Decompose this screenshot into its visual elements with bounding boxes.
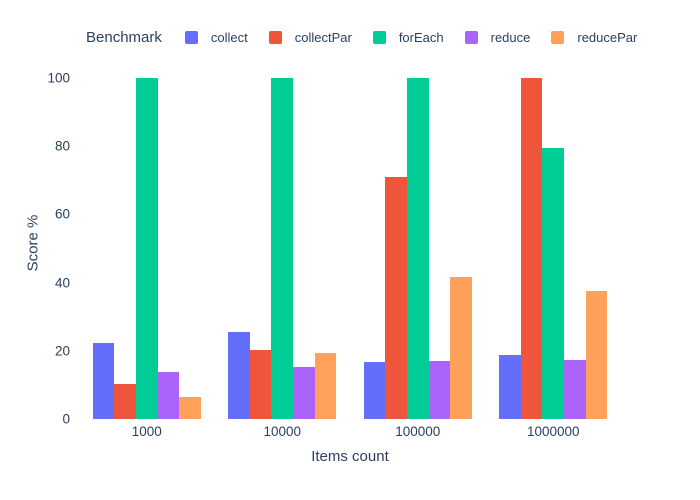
bar-collectPar-1000 xyxy=(114,383,136,419)
legend-swatch-icon xyxy=(372,31,386,44)
legend-swatch-icon xyxy=(268,31,282,44)
bar-forEach-10000 xyxy=(271,78,294,419)
bar-reduce-10000 xyxy=(293,367,315,419)
x-axis-title: Items count xyxy=(311,448,389,465)
bar-collectPar-10000 xyxy=(249,350,272,419)
bar-forEach-1000 xyxy=(135,78,158,419)
bar-collect-10000 xyxy=(228,332,250,419)
legend: Benchmark collect collectPar forEach reduce… xyxy=(86,29,658,46)
legend-swatch-icon xyxy=(464,31,478,44)
legend-item-label: reduce xyxy=(490,30,531,45)
bar-group-1000 xyxy=(79,67,215,419)
y-axis-tick-label: 20 xyxy=(54,343,70,359)
legend-item-reducePar[interactable]: reducePar xyxy=(551,30,637,45)
y-axis-tick-label: 60 xyxy=(54,206,70,222)
bar-collect-100000 xyxy=(363,362,386,419)
bar-collectPar-1000000 xyxy=(520,78,543,419)
bar-reducePar-100000 xyxy=(450,277,472,419)
x-axis-tick-label: 1000000 xyxy=(526,424,580,439)
legend-item-label: collectPar xyxy=(294,30,352,45)
bar-collect-1000 xyxy=(92,342,115,419)
bar-group-1000000 xyxy=(486,67,622,419)
bar-group-100000 xyxy=(350,67,486,419)
legend-item-reduce[interactable]: reduce xyxy=(464,30,531,45)
bar-reduce-1000000 xyxy=(564,360,586,419)
y-axis-tick-label: 0 xyxy=(62,411,70,427)
legend-swatch-icon xyxy=(551,31,565,44)
bar-reducePar-1000 xyxy=(179,396,201,419)
y-axis-tick-label: 40 xyxy=(54,274,70,290)
legend-item-label: forEach xyxy=(398,30,444,45)
x-axis-tick-label: 100000 xyxy=(395,424,441,439)
legend-item-label: reducePar xyxy=(577,30,638,45)
plot-area[interactable] xyxy=(79,67,621,419)
legend-swatch-icon xyxy=(184,31,198,44)
x-axis-tick-label: 1000 xyxy=(131,424,162,439)
bar-forEach-1000000 xyxy=(542,147,565,419)
bar-collect-1000000 xyxy=(499,354,521,419)
y-axis-tick-labels: 0 20 40 60 80 100 xyxy=(0,67,70,425)
legend-item-collectPar[interactable]: collectPar xyxy=(268,30,352,45)
bar-forEach-100000 xyxy=(406,78,429,419)
legend-title: Benchmark xyxy=(86,29,162,46)
bar-reducePar-10000 xyxy=(314,352,337,419)
legend-items: collect collectPar forEach reduce reducePar xyxy=(184,30,658,45)
y-axis-tick-label: 80 xyxy=(54,138,70,154)
legend-item-forEach[interactable]: forEach xyxy=(372,30,444,45)
x-axis-tick-labels: 1000 10000 100000 1000000 xyxy=(79,424,621,439)
bar-reducePar-1000000 xyxy=(585,291,608,419)
legend-item-collect[interactable]: collect xyxy=(184,30,248,45)
bar-group-10000 xyxy=(215,67,351,419)
bar-reduce-1000 xyxy=(157,371,180,419)
legend-item-label: collect xyxy=(210,30,248,45)
bar-reduce-100000 xyxy=(428,361,451,419)
x-axis-tick-label: 10000 xyxy=(263,424,302,439)
bar-collectPar-100000 xyxy=(385,176,407,419)
y-axis-tick-label: 100 xyxy=(47,70,70,86)
